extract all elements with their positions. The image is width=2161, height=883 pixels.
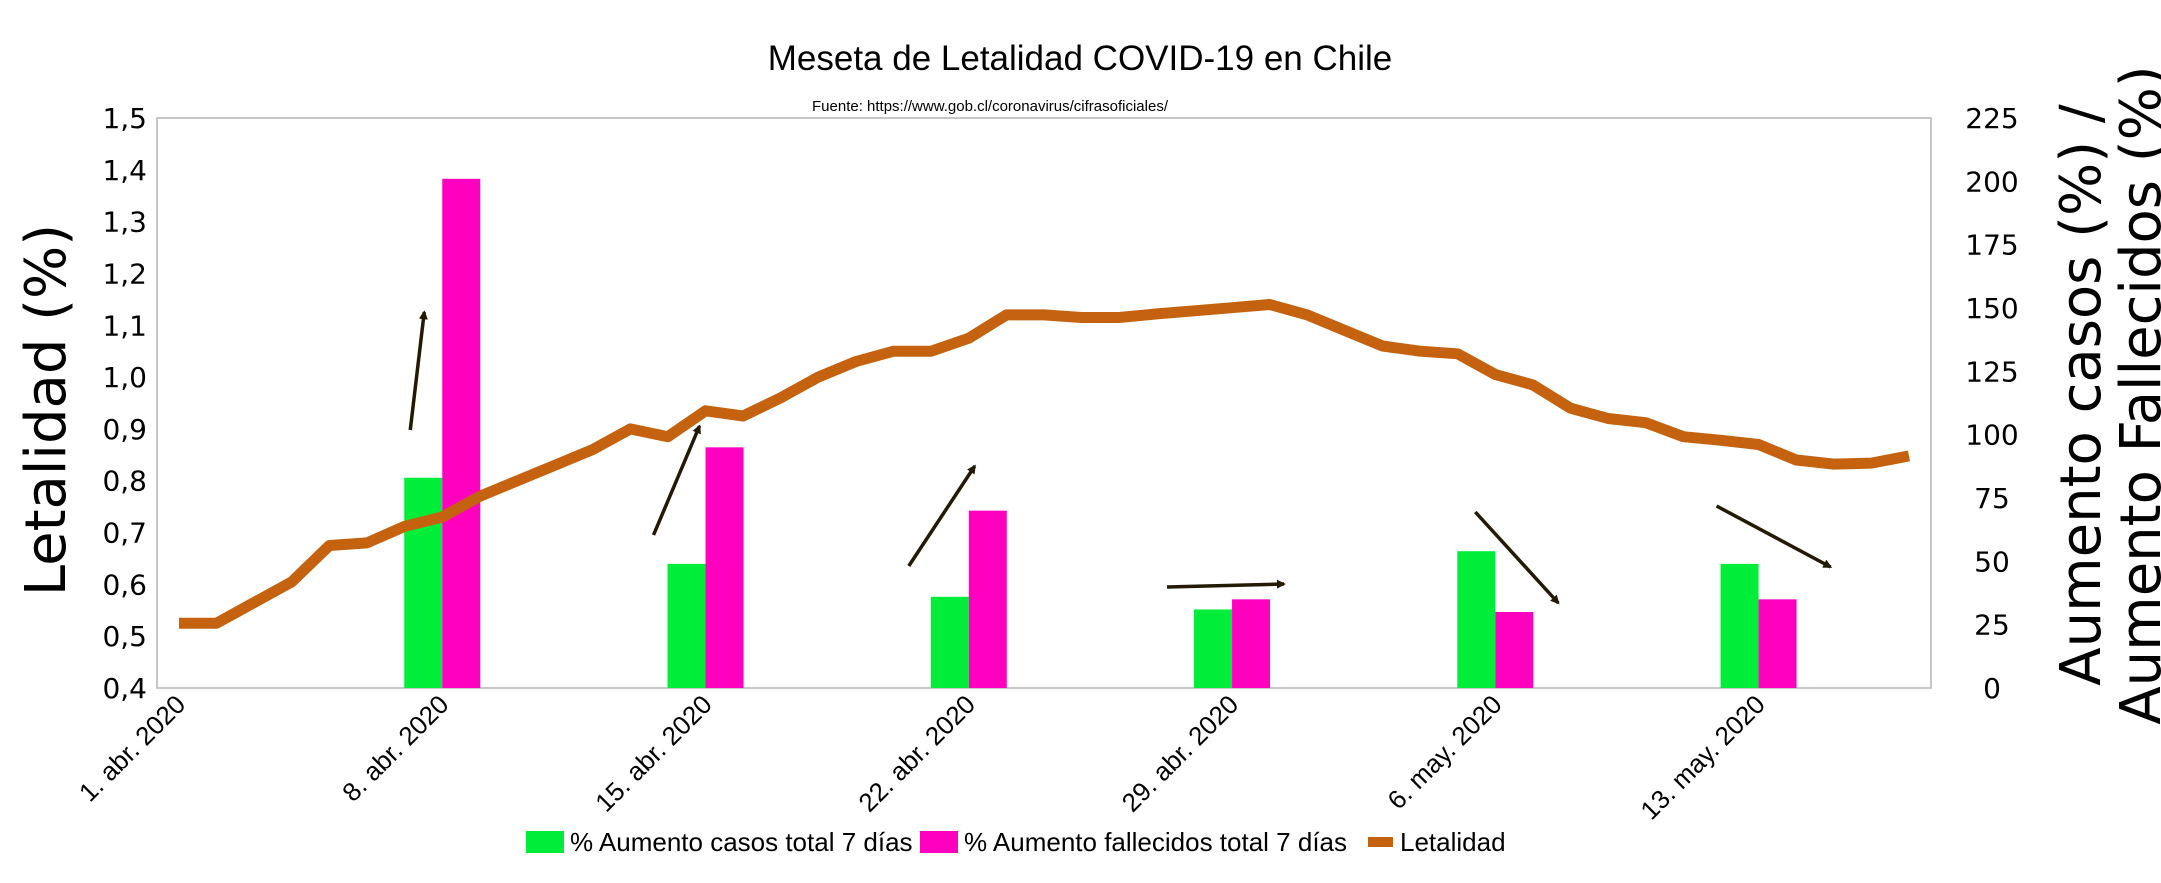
arrow-flat-icon xyxy=(1166,579,1286,589)
y-right-axis: 0 25 50 75 100 125 150 175 200 225 xyxy=(1965,102,2018,705)
arrow-down-icon xyxy=(1715,504,1833,569)
legend-item-letalidad-label: Letalidad xyxy=(1400,827,1506,857)
bar-cases-29 xyxy=(1194,609,1233,688)
bar-deaths-15 xyxy=(705,447,744,688)
y-right-axis-title-line2: Aumento Fallecidos (%) xyxy=(2109,65,2161,724)
y-right-tick-label: 225 xyxy=(1965,102,2018,135)
chart-title: Meseta de Letalidad COVID-19 en Chile xyxy=(768,39,1393,78)
y-left-tick-label: 1,2 xyxy=(102,257,147,290)
y-right-tick-label: 125 xyxy=(1965,355,2018,388)
arrow-down-icon xyxy=(1474,510,1560,605)
y-left-tick-label: 0,5 xyxy=(102,620,147,653)
y-left-tick-label: 0,9 xyxy=(102,413,147,446)
bar-cases-36 xyxy=(1457,551,1496,688)
bar-deaths-22 xyxy=(968,510,1007,688)
y-right-tick-label: 175 xyxy=(1965,229,2018,262)
y-left-tick-label: 1,5 xyxy=(102,102,147,135)
y-right-tick-label: 25 xyxy=(1974,609,2010,642)
x-tick-label: 22. abr. 2020 xyxy=(852,689,981,818)
legend-item-letalidad-swatch xyxy=(1368,837,1393,847)
line-layer xyxy=(179,299,1911,629)
bar-deaths-43 xyxy=(1758,599,1797,688)
arrow-up-icon xyxy=(907,464,977,567)
y-left-tick-label: 1,1 xyxy=(102,309,147,342)
annotation-arrows xyxy=(408,310,1833,605)
y-left-tick-label: 0,6 xyxy=(102,568,147,601)
x-axis: 1. abr. 2020 8. abr. 2020 15. abr. 2020 22.… xyxy=(73,689,1771,825)
y-left-tick-label: 0,4 xyxy=(102,672,147,705)
chart-subtitle: Fuente: https://www.gob.cl/coronavirus/c… xyxy=(812,98,1169,115)
series-line-letalidad xyxy=(179,299,1911,629)
bar-cases-15 xyxy=(667,563,706,688)
bar-cases-43 xyxy=(1720,563,1759,688)
y-left-tick-label: 1,0 xyxy=(102,361,147,394)
x-tick-label: 15. abr. 2020 xyxy=(589,689,718,818)
x-tick-label: 8. abr. 2020 xyxy=(336,689,454,807)
bar-deaths-29 xyxy=(1232,599,1271,688)
y-right-tick-label: 0 xyxy=(1983,672,2001,705)
y-left-tick-label: 0,8 xyxy=(102,465,147,498)
arrow-up-icon xyxy=(651,424,702,536)
bar-cases-22 xyxy=(930,596,969,688)
y-right-axis-title-line1: Aumento casos (%) / xyxy=(2049,104,2114,686)
bar-deaths-8 xyxy=(442,178,481,689)
plot-area-frame xyxy=(156,117,1932,689)
legend-item-deaths-swatch xyxy=(920,831,958,853)
legend: % Aumento casos total 7 días % Aumento fa… xyxy=(526,827,1506,857)
legend-item-cases-swatch xyxy=(526,831,564,853)
y-right-tick-label: 100 xyxy=(1965,419,2018,452)
bar-cases-8 xyxy=(404,477,443,688)
y-right-tick-label: 75 xyxy=(1974,482,2010,515)
y-left-tick-label: 1,4 xyxy=(102,154,147,187)
y-right-tick-label: 50 xyxy=(1974,545,2010,578)
y-right-tick-label: 200 xyxy=(1965,165,2018,198)
y-left-tick-label: 0,7 xyxy=(102,517,147,550)
y-left-axis-title: Letalidad (%) xyxy=(14,224,79,596)
y-right-tick-label: 150 xyxy=(1965,292,2018,325)
y-left-tick-label: 1,3 xyxy=(102,206,147,239)
x-tick-label: 29. abr. 2020 xyxy=(1116,689,1245,818)
bars-layer xyxy=(404,178,1797,689)
arrow-up-icon xyxy=(408,310,428,431)
legend-item-deaths-label: % Aumento fallecidos total 7 días xyxy=(964,827,1347,857)
x-tick-label: 1. abr. 2020 xyxy=(73,689,191,807)
x-tick-label: 13. may. 2020 xyxy=(1634,689,1770,825)
y-left-axis: 0,4 0,5 0,6 0,7 0,8 0,9 1,0 1,1 1,2 1,3 1,4 1,5 xyxy=(102,102,147,705)
legend-item-cases-label: % Aumento casos total 7 días xyxy=(570,827,913,857)
bar-deaths-36 xyxy=(1495,612,1534,688)
x-tick-label: 6. may. 2020 xyxy=(1381,689,1507,815)
